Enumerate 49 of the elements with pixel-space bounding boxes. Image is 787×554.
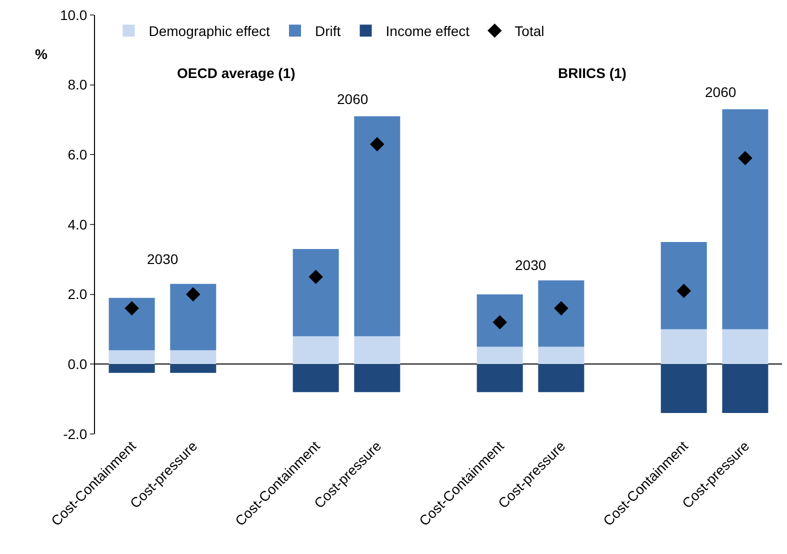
legend-label: Total bbox=[514, 23, 544, 40]
bar bbox=[722, 329, 768, 364]
point bbox=[676, 284, 692, 298]
annotation: OECD average (1) bbox=[177, 65, 296, 81]
bar bbox=[722, 364, 768, 414]
point bbox=[124, 301, 139, 316]
bar bbox=[538, 280, 584, 347]
legend-label: Demographic effect bbox=[148, 23, 270, 40]
bar bbox=[354, 116, 400, 336]
legend-label: Income effect bbox=[386, 23, 470, 40]
point bbox=[738, 151, 752, 166]
bar bbox=[292, 336, 339, 364]
annotation: BRIICS (1) bbox=[558, 65, 626, 81]
point bbox=[554, 301, 568, 316]
y-tick-label: 2.0 bbox=[68, 286, 88, 302]
bar bbox=[170, 350, 216, 364]
y-tick-label: 6.0 bbox=[68, 146, 88, 163]
y-axis-title: % bbox=[35, 46, 48, 62]
bar bbox=[660, 242, 707, 330]
annotation: 2060 bbox=[705, 84, 736, 100]
y-tick-label: 4.0 bbox=[68, 216, 88, 232]
bar bbox=[660, 329, 707, 364]
legend-label: Drift bbox=[314, 23, 341, 40]
bar bbox=[292, 248, 339, 336]
point bbox=[370, 137, 384, 152]
bar bbox=[354, 336, 400, 364]
bar bbox=[108, 364, 155, 373]
annotation: 2060 bbox=[337, 91, 368, 107]
bar bbox=[354, 364, 400, 392]
annotation: 2030 bbox=[147, 251, 178, 267]
y-tick-label: 0.0 bbox=[68, 356, 88, 372]
bar bbox=[170, 364, 216, 373]
bar bbox=[722, 109, 768, 330]
bar bbox=[292, 364, 339, 392]
bar bbox=[660, 364, 707, 414]
bar bbox=[170, 284, 216, 350]
bar bbox=[538, 346, 584, 364]
annotation: 2030 bbox=[515, 257, 546, 273]
point bbox=[308, 270, 323, 284]
bar bbox=[108, 350, 155, 364]
y-tick-label: 10.0 bbox=[60, 6, 88, 23]
bar bbox=[476, 364, 523, 392]
point bbox=[186, 287, 200, 302]
y-tick-label: 8.0 bbox=[68, 76, 88, 93]
bar bbox=[476, 294, 523, 347]
bar bbox=[108, 298, 155, 350]
bar bbox=[538, 364, 584, 392]
bar bbox=[476, 346, 523, 364]
y-tick-label: -2.0 bbox=[63, 426, 88, 442]
